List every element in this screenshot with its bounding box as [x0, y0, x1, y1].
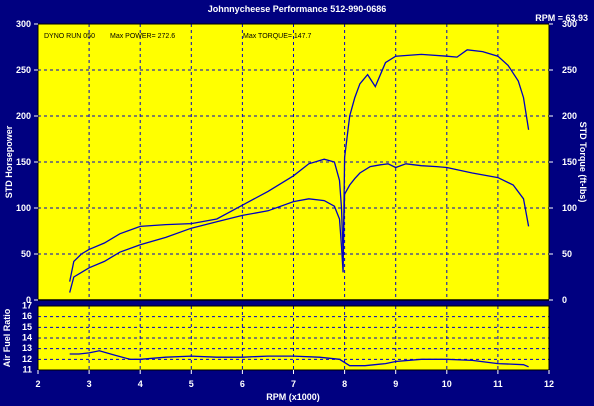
horsepower-series-line — [69, 49, 530, 293]
y-tick-label-right: 150 — [562, 157, 577, 167]
x-tick-label: 6 — [240, 379, 245, 389]
x-tick-label: 2 — [35, 379, 40, 389]
afr-series-line — [69, 350, 529, 368]
max-torque-annotation: Max TORQUE= 147.7 — [243, 33, 312, 40]
afr-tick-label: 17 — [22, 301, 32, 311]
x-tick-label: 7 — [291, 379, 296, 389]
y-tick-label-left: 150 — [16, 157, 31, 167]
chart-title: Johnnycheese Performance 512-990-0686 — [208, 4, 387, 14]
y-tick-label-right: 50 — [562, 249, 572, 259]
x-tick-label: 11 — [493, 379, 503, 389]
y-axis-label-right: STD Torque (ft-lbs) — [578, 122, 588, 203]
x-tick-label: 9 — [393, 379, 398, 389]
y-tick-label-left: 100 — [16, 203, 31, 213]
x-tick-label: 4 — [138, 379, 143, 389]
afr-tick-label: 14 — [22, 333, 32, 343]
x-tick-label: 10 — [442, 379, 452, 389]
y-tick-label-left: 0 — [26, 295, 31, 305]
x-tick-label: 12 — [544, 379, 554, 389]
max-power-annotation: Max POWER= 272.6 — [110, 33, 175, 40]
y-tick-label-right: 200 — [562, 111, 577, 121]
y-tick-label-left: 250 — [16, 65, 31, 75]
afr-axis-label: Air Fuel Ratio — [2, 308, 12, 367]
y-tick-label-right: 100 — [562, 203, 577, 213]
afr-tick-label: 11 — [22, 365, 32, 375]
x-tick-label: 3 — [87, 379, 92, 389]
afr-tick-label: 13 — [22, 343, 32, 353]
rpm-readout: RPM = 63.93 — [535, 13, 588, 23]
y-tick-label-left: 50 — [21, 249, 31, 259]
y-axis-label-left: STD Horsepower — [4, 125, 14, 198]
y-tick-label-left: 200 — [16, 111, 31, 121]
run-annotation: DYNO RUN 050 — [44, 33, 95, 40]
y-tick-label-right: 250 — [562, 65, 577, 75]
afr-tick-label: 12 — [22, 354, 32, 364]
afr-tick-label: 16 — [22, 311, 32, 321]
y-tick-label-left: 300 — [16, 19, 31, 29]
y-tick-label-right: 0 — [562, 295, 567, 305]
x-axis-label: RPM (x1000) — [266, 392, 320, 402]
afr-tick-label: 15 — [22, 322, 32, 332]
y-tick-label-right: 300 — [562, 19, 577, 29]
x-tick-label: 5 — [189, 379, 194, 389]
x-tick-label: 8 — [342, 379, 347, 389]
torque-series-line — [69, 158, 530, 282]
